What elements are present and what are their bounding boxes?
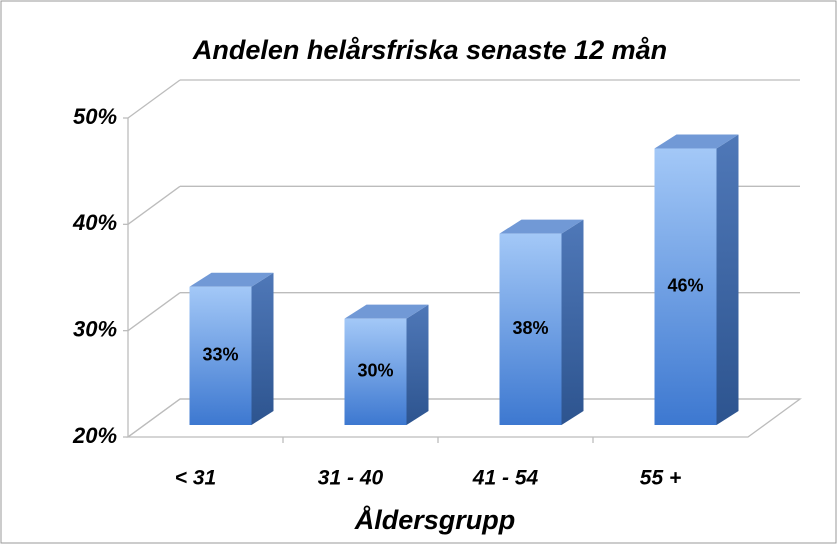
value-label: 46% (667, 276, 703, 296)
value-label: 33% (202, 345, 238, 365)
grid-diagonal (127, 292, 181, 332)
x-axis-label: Åldersgrupp (354, 504, 516, 535)
value-label: 30% (357, 361, 393, 381)
bar (499, 233, 562, 425)
chart-title: Andelen helårsfriska senaste 12 mån (192, 35, 667, 65)
bar (344, 318, 407, 425)
x-tick-label: 31 - 40 (318, 467, 384, 490)
x-tick-label: < 31 (175, 467, 216, 490)
bar-top (189, 272, 274, 287)
bar-side (251, 272, 274, 425)
value-label: 38% (512, 318, 548, 338)
bar-top (344, 304, 429, 319)
bar-side (561, 219, 584, 425)
y-tick-label: 20% (72, 423, 117, 448)
grid-diagonal (127, 185, 181, 225)
y-tick-label: 30% (73, 316, 117, 341)
bar-side (716, 134, 739, 426)
grid-diagonal (127, 79, 181, 119)
bar (654, 148, 717, 426)
bar (189, 286, 252, 425)
y-tick-label: 50% (73, 104, 117, 129)
bar-top (654, 134, 739, 149)
x-tick-label: 41 - 54 (472, 467, 539, 490)
x-tick-label: 55 + (640, 467, 681, 490)
bar-top (499, 219, 584, 234)
grid-diagonal (127, 398, 181, 438)
bar-side (406, 304, 429, 425)
y-tick-label: 40% (72, 210, 117, 235)
